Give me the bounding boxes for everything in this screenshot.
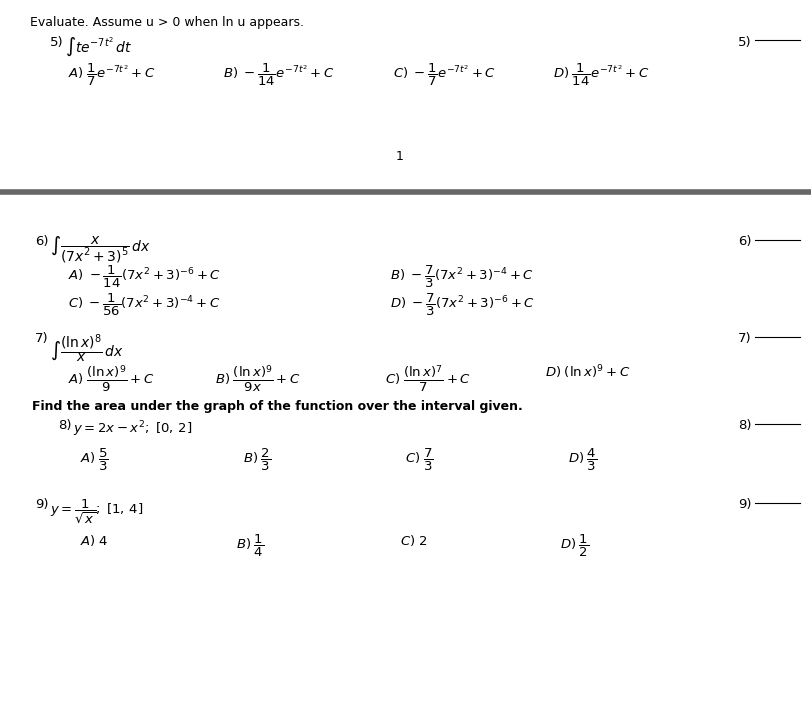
Text: $A)\;\dfrac{(\ln x)^9}{9}+C$: $A)\;\dfrac{(\ln x)^9}{9}+C$ bbox=[68, 363, 154, 394]
Text: $B)\;-\dfrac{1}{14}e^{-7t^2}+C$: $B)\;-\dfrac{1}{14}e^{-7t^2}+C$ bbox=[223, 62, 334, 88]
Text: 5): 5) bbox=[738, 36, 752, 49]
Text: Evaluate. Assume u > 0 when ln u appears.: Evaluate. Assume u > 0 when ln u appears… bbox=[30, 16, 304, 29]
Text: $B)\;\dfrac{1}{4}$: $B)\;\dfrac{1}{4}$ bbox=[236, 533, 264, 559]
Text: $y = \dfrac{1}{\sqrt{x}};\; [1,\, 4]$: $y = \dfrac{1}{\sqrt{x}};\; [1,\, 4]$ bbox=[50, 498, 144, 526]
Text: $\int te^{-7t^2}\, dt$: $\int te^{-7t^2}\, dt$ bbox=[65, 36, 132, 58]
Text: $\int \dfrac{(\ln x)^8}{x}\, dx$: $\int \dfrac{(\ln x)^8}{x}\, dx$ bbox=[50, 332, 124, 365]
Text: $B)\;-\dfrac{7}{3}(7x^2+3)^{-4}+C$: $B)\;-\dfrac{7}{3}(7x^2+3)^{-4}+C$ bbox=[390, 264, 534, 290]
Text: $y = 2x - x^2;\; [0,\, 2]$: $y = 2x - x^2;\; [0,\, 2]$ bbox=[73, 419, 192, 439]
Text: 5): 5) bbox=[50, 36, 63, 49]
Text: $C)\; 2$: $C)\; 2$ bbox=[400, 533, 427, 548]
Text: $B)\;\dfrac{(\ln x)^9}{9x}+C$: $B)\;\dfrac{(\ln x)^9}{9x}+C$ bbox=[215, 363, 301, 394]
Text: $D)\;\dfrac{1}{2}$: $D)\;\dfrac{1}{2}$ bbox=[560, 533, 590, 559]
Text: 6): 6) bbox=[738, 235, 752, 248]
Text: $C)\;-\dfrac{1}{7}e^{-7t^2}+C$: $C)\;-\dfrac{1}{7}e^{-7t^2}+C$ bbox=[393, 62, 496, 88]
Text: $A)\; 4$: $A)\; 4$ bbox=[80, 533, 108, 548]
Text: $D)\;(\ln x)^9+C$: $D)\;(\ln x)^9+C$ bbox=[545, 363, 630, 380]
Text: $A)\;\dfrac{5}{3}$: $A)\;\dfrac{5}{3}$ bbox=[80, 447, 109, 473]
Text: 7): 7) bbox=[35, 332, 49, 345]
Text: 9): 9) bbox=[35, 498, 49, 511]
Text: 9): 9) bbox=[738, 498, 752, 511]
Text: $B)\;\dfrac{2}{3}$: $B)\;\dfrac{2}{3}$ bbox=[243, 447, 271, 473]
Text: 6): 6) bbox=[35, 235, 49, 248]
Text: $D)\;\dfrac{4}{3}$: $D)\;\dfrac{4}{3}$ bbox=[568, 447, 598, 473]
Text: $A)\;\dfrac{1}{7}e^{-7t^2}+C$: $A)\;\dfrac{1}{7}e^{-7t^2}+C$ bbox=[68, 62, 156, 88]
Text: $C)\;\dfrac{7}{3}$: $C)\;\dfrac{7}{3}$ bbox=[405, 447, 433, 473]
Text: 1: 1 bbox=[396, 150, 404, 163]
Text: 8): 8) bbox=[58, 419, 71, 432]
Text: 8): 8) bbox=[738, 419, 752, 432]
Text: $D)\;\dfrac{1}{14}e^{-7t^2}+C$: $D)\;\dfrac{1}{14}e^{-7t^2}+C$ bbox=[553, 62, 650, 88]
Text: $A)\;-\dfrac{1}{14}(7x^2+3)^{-6}+C$: $A)\;-\dfrac{1}{14}(7x^2+3)^{-6}+C$ bbox=[68, 264, 221, 290]
Text: $D)\;-\dfrac{7}{3}(7x^2+3)^{-6}+C$: $D)\;-\dfrac{7}{3}(7x^2+3)^{-6}+C$ bbox=[390, 292, 535, 318]
Text: 7): 7) bbox=[738, 332, 752, 345]
Text: $C)\;\dfrac{(\ln x)^7}{7}+C$: $C)\;\dfrac{(\ln x)^7}{7}+C$ bbox=[385, 363, 471, 394]
Text: $C)\;-\dfrac{1}{56}(7x^2+3)^{-4}+C$: $C)\;-\dfrac{1}{56}(7x^2+3)^{-4}+C$ bbox=[68, 292, 221, 318]
Text: Find the area under the graph of the function over the interval given.: Find the area under the graph of the fun… bbox=[32, 400, 523, 413]
Text: $\int \dfrac{x}{(7x^2+3)^5}\, dx$: $\int \dfrac{x}{(7x^2+3)^5}\, dx$ bbox=[50, 235, 151, 265]
